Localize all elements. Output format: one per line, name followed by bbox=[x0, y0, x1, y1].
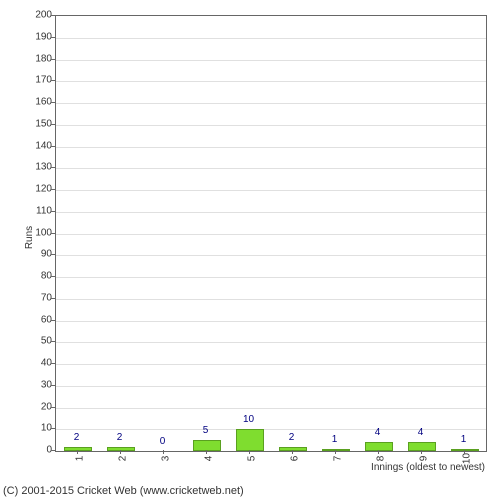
y-tick-mark bbox=[51, 276, 55, 277]
y-tick-mark bbox=[51, 146, 55, 147]
bar bbox=[107, 447, 135, 451]
gridline bbox=[56, 60, 486, 61]
x-tick-mark bbox=[292, 450, 293, 454]
chart-plot-area bbox=[55, 15, 487, 452]
gridline bbox=[56, 212, 486, 213]
gridline bbox=[56, 364, 486, 365]
x-tick-mark bbox=[421, 450, 422, 454]
y-tick-label: 180 bbox=[35, 53, 52, 64]
y-tick-mark bbox=[51, 37, 55, 38]
y-tick-mark bbox=[51, 80, 55, 81]
y-tick-mark bbox=[51, 407, 55, 408]
bar bbox=[279, 447, 307, 451]
x-tick-label: 7 bbox=[332, 456, 343, 462]
bar bbox=[365, 442, 393, 451]
gridline bbox=[56, 386, 486, 387]
y-tick-label: 140 bbox=[35, 140, 52, 151]
x-tick-label: 8 bbox=[375, 456, 386, 462]
bar bbox=[193, 440, 221, 451]
y-tick-mark bbox=[51, 59, 55, 60]
bar-value-label: 4 bbox=[375, 427, 381, 438]
y-tick-label: 190 bbox=[35, 31, 52, 42]
bar-value-label: 4 bbox=[418, 427, 424, 438]
x-tick-mark bbox=[206, 450, 207, 454]
x-tick-label: 5 bbox=[246, 456, 257, 462]
gridline bbox=[56, 408, 486, 409]
bar-value-label: 2 bbox=[289, 432, 295, 443]
y-tick-label: 170 bbox=[35, 75, 52, 86]
x-tick-label: 10 bbox=[461, 453, 472, 464]
gridline bbox=[56, 190, 486, 191]
bar-value-label: 0 bbox=[160, 436, 166, 447]
y-tick-label: 130 bbox=[35, 162, 52, 173]
bar-value-label: 1 bbox=[461, 434, 467, 445]
y-tick-mark bbox=[51, 211, 55, 212]
copyright-text: (C) 2001-2015 Cricket Web (www.cricketwe… bbox=[3, 485, 244, 497]
gridline bbox=[56, 277, 486, 278]
x-tick-mark bbox=[77, 450, 78, 454]
y-tick-mark bbox=[51, 233, 55, 234]
y-tick-mark bbox=[51, 385, 55, 386]
bar bbox=[408, 442, 436, 451]
bar-value-label: 2 bbox=[117, 432, 123, 443]
y-tick-label: 120 bbox=[35, 184, 52, 195]
gridline bbox=[56, 38, 486, 39]
bar bbox=[64, 447, 92, 451]
y-tick-mark bbox=[51, 189, 55, 190]
y-tick-mark bbox=[51, 428, 55, 429]
x-tick-label: 9 bbox=[418, 456, 429, 462]
y-tick-mark bbox=[51, 254, 55, 255]
x-tick-mark bbox=[378, 450, 379, 454]
x-tick-mark bbox=[249, 450, 250, 454]
gridline bbox=[56, 81, 486, 82]
x-tick-label: 6 bbox=[289, 456, 300, 462]
y-tick-label: 110 bbox=[36, 205, 52, 216]
y-tick-mark bbox=[51, 167, 55, 168]
x-tick-mark bbox=[335, 450, 336, 454]
x-tick-label: 3 bbox=[160, 456, 171, 462]
gridline bbox=[56, 147, 486, 148]
y-tick-mark bbox=[51, 124, 55, 125]
bar bbox=[236, 429, 264, 451]
y-tick-label: 150 bbox=[35, 118, 52, 129]
gridline bbox=[56, 234, 486, 235]
gridline bbox=[56, 168, 486, 169]
y-tick-mark bbox=[51, 341, 55, 342]
gridline bbox=[56, 342, 486, 343]
chart-container: Runs Innings (oldest to newest) (C) 2001… bbox=[0, 0, 500, 500]
y-tick-mark bbox=[51, 320, 55, 321]
bar bbox=[451, 449, 479, 451]
gridline bbox=[56, 103, 486, 104]
bar bbox=[322, 449, 350, 451]
bar-value-label: 2 bbox=[74, 432, 80, 443]
y-tick-mark bbox=[51, 450, 55, 451]
x-tick-label: 4 bbox=[203, 456, 214, 462]
gridline bbox=[56, 299, 486, 300]
y-tick-label: 100 bbox=[35, 227, 52, 238]
gridline bbox=[56, 321, 486, 322]
y-tick-label: 160 bbox=[35, 97, 52, 108]
y-tick-mark bbox=[51, 298, 55, 299]
bar-value-label: 1 bbox=[332, 434, 338, 445]
gridline bbox=[56, 125, 486, 126]
y-tick-label: 200 bbox=[35, 10, 52, 21]
x-tick-mark bbox=[464, 450, 465, 454]
y-axis-label: Runs bbox=[24, 226, 35, 249]
y-tick-mark bbox=[51, 363, 55, 364]
x-tick-label: 2 bbox=[117, 456, 128, 462]
x-tick-label: 1 bbox=[74, 456, 85, 462]
y-tick-mark bbox=[51, 102, 55, 103]
gridline bbox=[56, 255, 486, 256]
x-tick-mark bbox=[120, 450, 121, 454]
x-tick-mark bbox=[163, 450, 164, 454]
y-tick-mark bbox=[51, 15, 55, 16]
bar-value-label: 10 bbox=[243, 414, 254, 425]
bar-value-label: 5 bbox=[203, 425, 209, 436]
